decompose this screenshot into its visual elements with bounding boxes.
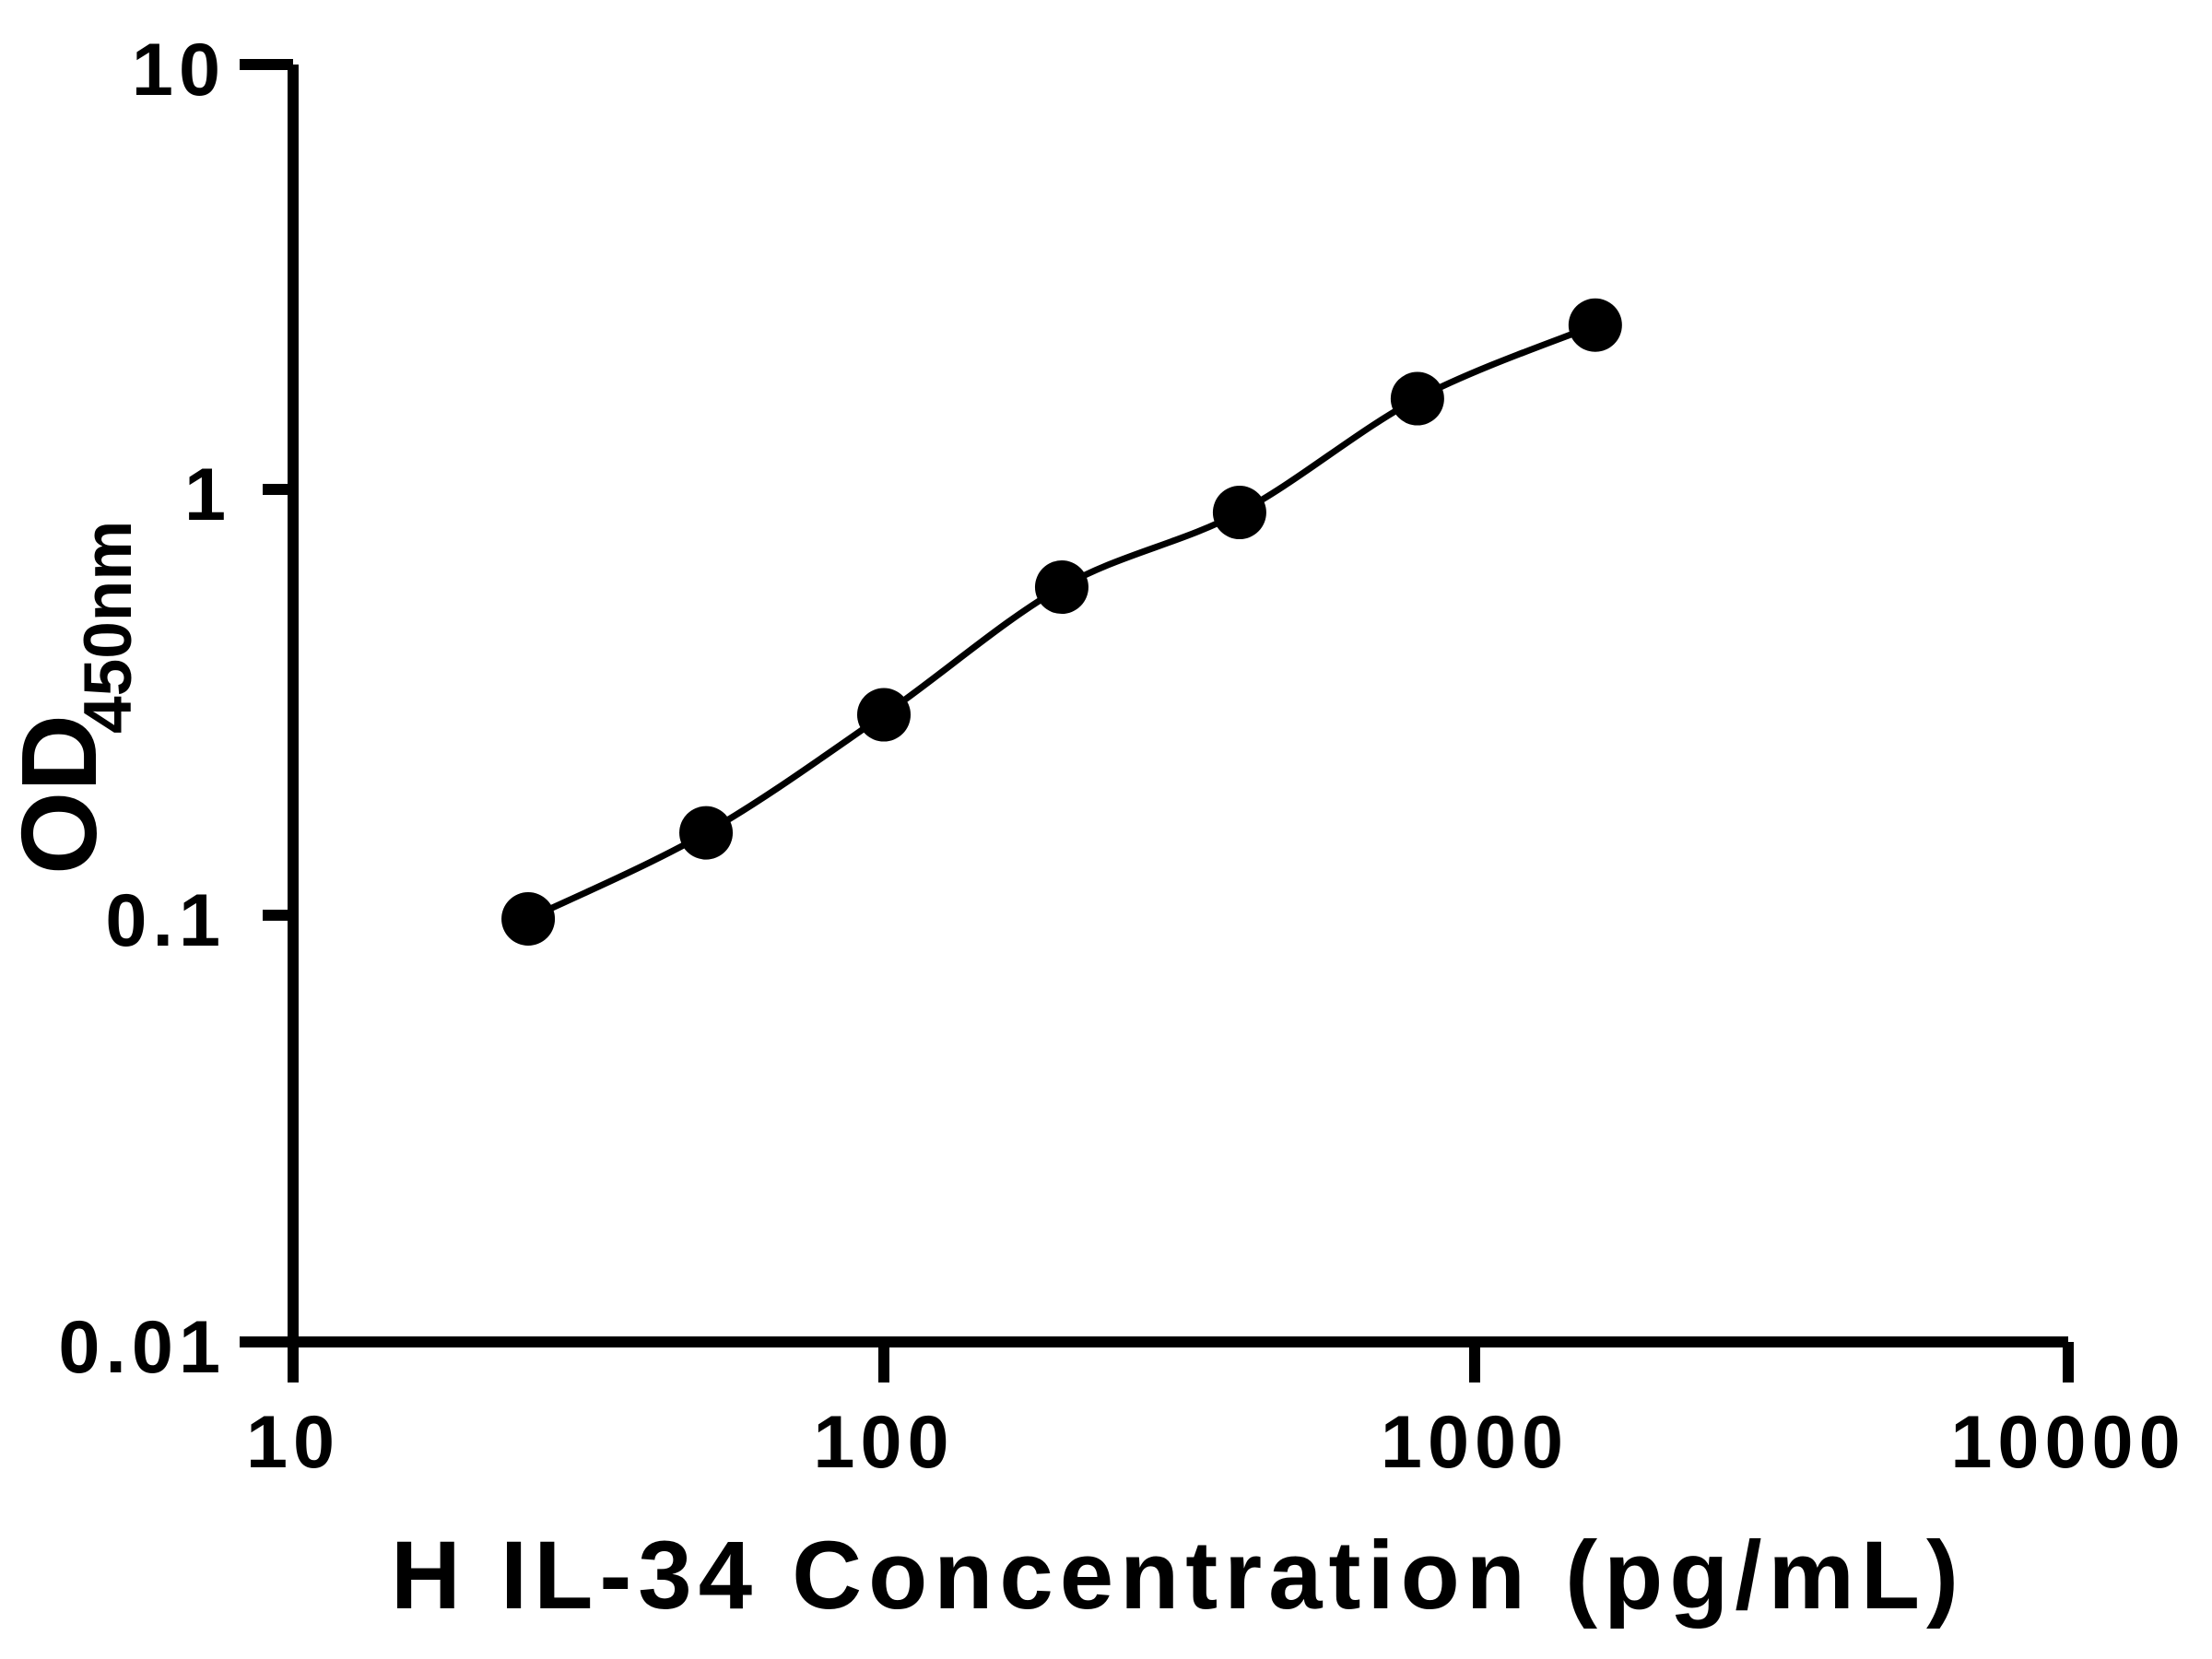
svg-text:0.1: 0.1 <box>105 879 226 962</box>
svg-text:0.01: 0.01 <box>58 1306 226 1389</box>
svg-text:1: 1 <box>184 453 226 536</box>
svg-text:10: 10 <box>246 1401 340 1484</box>
svg-text:10000: 10000 <box>1950 1401 2185 1484</box>
svg-text:OD: OD <box>0 714 119 875</box>
svg-text:H IL-34 Concentration (pg/mL): H IL-34 Concentration (pg/mL) <box>391 1522 1965 1630</box>
svg-text:1000: 1000 <box>1381 1401 1569 1484</box>
svg-text:450nm: 450nm <box>71 521 146 734</box>
svg-text:100: 100 <box>813 1401 954 1484</box>
svg-text:10: 10 <box>132 29 226 112</box>
